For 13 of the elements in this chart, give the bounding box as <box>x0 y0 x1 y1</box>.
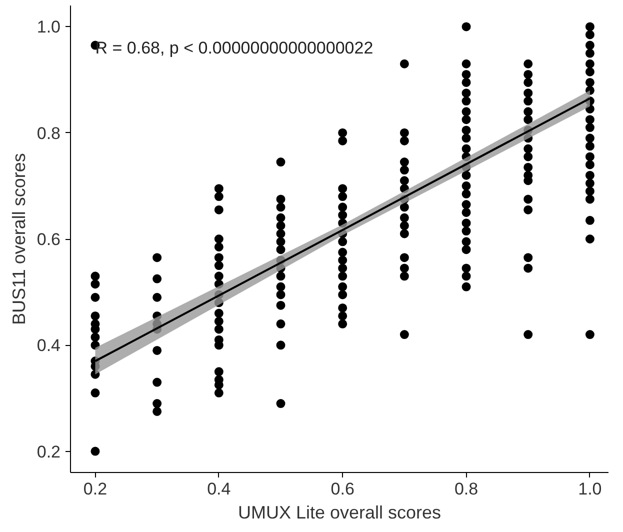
y-tick-label: 0.8 <box>36 124 61 143</box>
annotation: R = 0.68, p < 0.00000000000000022 <box>95 38 374 58</box>
x-tick-label: 0.8 <box>454 480 478 498</box>
y-tick-label: 1.0 <box>36 18 61 37</box>
y-tick-label: 0.4 <box>36 336 61 356</box>
x-tick-label: 0.4 <box>207 480 231 498</box>
x-axis-title: UMUX Lite overall scores <box>238 502 442 522</box>
y-axis-title: BUS11 overall scores <box>8 153 29 325</box>
x-tick-label: 0.6 <box>330 480 354 498</box>
x-tick-label: 1.0 <box>578 480 602 498</box>
y-tick-label: 0.6 <box>36 230 61 249</box>
x-tick-label: 0.2 <box>83 480 108 498</box>
y-tick-label: 0.2 <box>36 442 61 462</box>
